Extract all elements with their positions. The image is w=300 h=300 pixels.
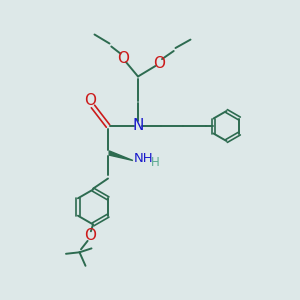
Polygon shape bbox=[109, 151, 133, 160]
Text: O: O bbox=[117, 51, 129, 66]
Text: NH: NH bbox=[134, 152, 154, 165]
Text: H: H bbox=[151, 156, 160, 170]
Text: O: O bbox=[153, 56, 165, 70]
Text: N: N bbox=[132, 118, 144, 134]
Text: O: O bbox=[84, 228, 96, 243]
Text: O: O bbox=[84, 93, 96, 108]
